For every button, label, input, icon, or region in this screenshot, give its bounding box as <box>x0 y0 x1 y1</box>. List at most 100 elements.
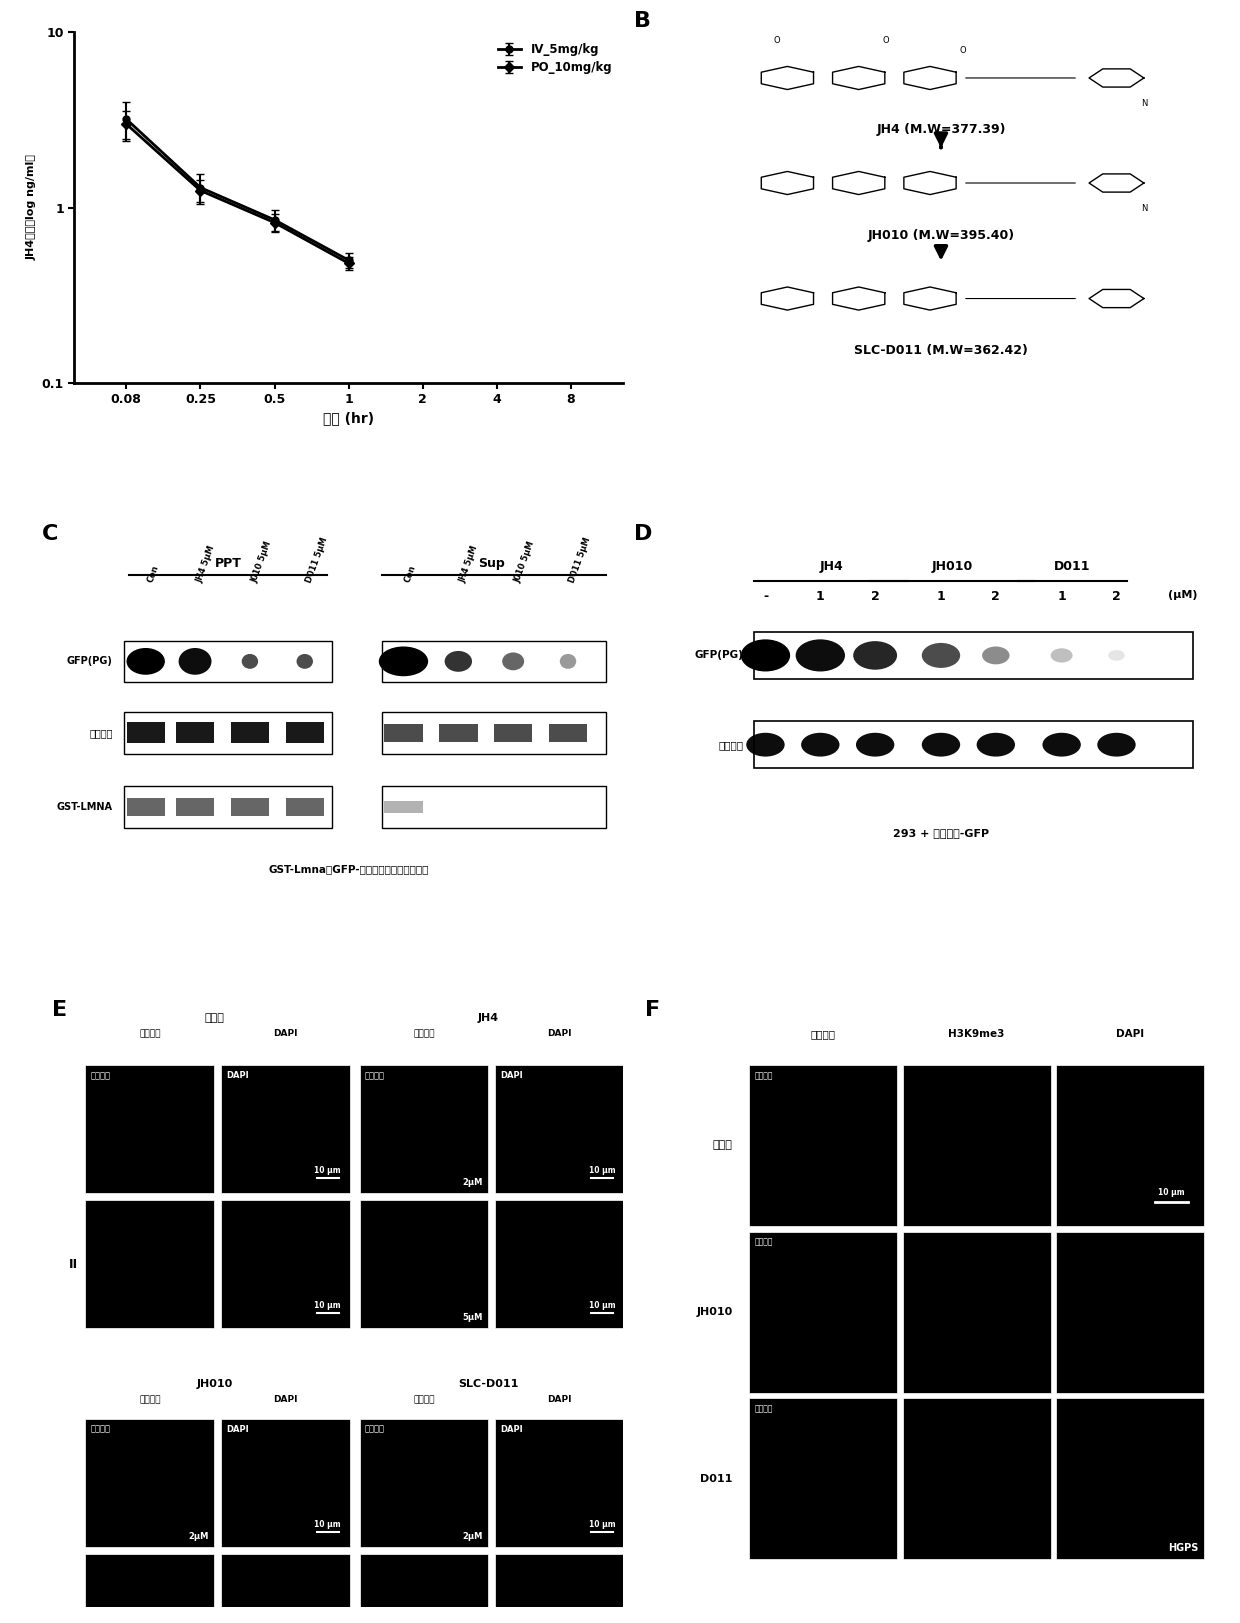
Text: 肌动蛋白: 肌动蛋白 <box>89 727 113 738</box>
Bar <box>384 724 423 742</box>
Text: D: D <box>634 524 652 544</box>
Text: 早老蛋白: 早老蛋白 <box>413 1394 435 1404</box>
Text: 早老蛋白: 早老蛋白 <box>754 1404 773 1414</box>
Bar <box>221 1419 350 1547</box>
Bar <box>1056 1232 1204 1393</box>
Y-axis label: JH4浓度（log ng/ml）: JH4浓度（log ng/ml） <box>26 154 36 260</box>
Text: DAPI: DAPI <box>547 1029 572 1039</box>
Text: J010 5μM: J010 5μM <box>513 540 537 584</box>
Text: B: B <box>634 11 651 31</box>
Text: JH4 5μM: JH4 5μM <box>195 544 217 584</box>
Text: GFP(PG): GFP(PG) <box>67 656 113 667</box>
Bar <box>360 1553 489 1623</box>
Text: 2: 2 <box>992 589 1001 604</box>
Ellipse shape <box>801 734 839 756</box>
Text: JH010: JH010 <box>196 1380 232 1389</box>
Text: 10 μm: 10 μm <box>589 1302 615 1310</box>
Text: 10 μm: 10 μm <box>315 1519 341 1529</box>
Bar <box>495 1201 624 1328</box>
X-axis label: 时间 (hr): 时间 (hr) <box>324 412 374 425</box>
Text: Con: Con <box>403 565 418 584</box>
Text: 2: 2 <box>870 589 879 604</box>
Text: Con: Con <box>146 565 160 584</box>
Text: JH4 5μM: JH4 5μM <box>459 544 480 584</box>
Text: 10 μm: 10 μm <box>589 1167 615 1175</box>
Text: D011: D011 <box>701 1474 733 1483</box>
Text: 1: 1 <box>816 589 825 604</box>
Ellipse shape <box>746 734 785 756</box>
Bar <box>231 799 269 816</box>
Text: Ⅱ: Ⅱ <box>69 1258 77 1271</box>
Bar <box>495 1419 624 1547</box>
Text: 2μM: 2μM <box>188 1532 208 1540</box>
Ellipse shape <box>179 648 212 675</box>
Bar <box>360 1201 489 1328</box>
Bar <box>176 722 215 743</box>
Ellipse shape <box>126 648 165 675</box>
Ellipse shape <box>921 734 960 756</box>
Text: N: N <box>1141 204 1147 213</box>
Bar <box>382 641 606 682</box>
Bar <box>711 268 1177 329</box>
Text: O: O <box>883 36 889 45</box>
Ellipse shape <box>502 652 525 670</box>
Text: H3K9me3: H3K9me3 <box>949 1029 1004 1039</box>
Text: 2μM: 2μM <box>463 1178 484 1186</box>
Bar <box>285 722 324 743</box>
Bar <box>384 802 423 813</box>
Ellipse shape <box>977 734 1016 756</box>
Ellipse shape <box>1043 734 1081 756</box>
Text: DAPI: DAPI <box>501 1071 523 1081</box>
Text: 对照组: 对照组 <box>205 1013 224 1024</box>
Text: 早老蛋白: 早老蛋白 <box>91 1425 110 1433</box>
Bar <box>124 712 332 753</box>
Text: SLC-D011: SLC-D011 <box>459 1380 518 1389</box>
Text: 早老蛋白: 早老蛋白 <box>365 1425 386 1433</box>
Text: DAPI: DAPI <box>273 1394 298 1404</box>
Text: 293 + 早老蛋白-GFP: 293 + 早老蛋白-GFP <box>893 828 990 837</box>
Bar <box>754 721 1193 769</box>
Bar <box>903 1232 1050 1393</box>
Ellipse shape <box>242 654 258 669</box>
Bar <box>221 1065 350 1193</box>
Text: SLC-D011 (M.W=362.42): SLC-D011 (M.W=362.42) <box>854 344 1028 357</box>
Text: DAPI: DAPI <box>227 1425 249 1433</box>
Bar <box>285 799 324 816</box>
Text: 1: 1 <box>936 589 945 604</box>
Ellipse shape <box>1097 734 1136 756</box>
Text: 早老蛋白: 早老蛋白 <box>754 1071 773 1081</box>
Ellipse shape <box>982 646 1009 664</box>
Text: DAPI: DAPI <box>501 1425 523 1433</box>
Text: DAPI: DAPI <box>227 1071 249 1081</box>
Text: HGPS: HGPS <box>1168 1543 1199 1553</box>
Bar <box>711 47 1177 109</box>
Bar <box>754 631 1193 678</box>
Text: 10 μm: 10 μm <box>589 1519 615 1529</box>
Ellipse shape <box>740 639 790 672</box>
Bar <box>86 1201 215 1328</box>
Text: 2μM: 2μM <box>463 1532 484 1540</box>
Text: JH010: JH010 <box>697 1307 733 1318</box>
Text: DAPI: DAPI <box>273 1029 298 1039</box>
Legend: IV_5mg/kg, PO_10mg/kg: IV_5mg/kg, PO_10mg/kg <box>492 39 618 78</box>
Bar <box>86 1065 215 1193</box>
Bar <box>1056 1399 1204 1560</box>
Ellipse shape <box>445 651 472 672</box>
Text: -: - <box>763 589 768 604</box>
Text: JH010: JH010 <box>931 560 972 573</box>
Text: 早老蛋白: 早老蛋白 <box>139 1029 160 1039</box>
Text: 早老蛋白: 早老蛋白 <box>365 1071 386 1081</box>
Ellipse shape <box>796 639 844 672</box>
Ellipse shape <box>921 643 960 669</box>
Bar <box>126 722 165 743</box>
Text: 肌动蛋白: 肌动蛋白 <box>718 740 744 750</box>
Text: 10 μm: 10 μm <box>1158 1188 1184 1198</box>
Text: N: N <box>1141 99 1147 109</box>
Text: 早老蛋白: 早老蛋白 <box>413 1029 435 1039</box>
Bar <box>231 722 269 743</box>
Text: 早老蛋白: 早老蛋白 <box>91 1071 110 1081</box>
Bar <box>494 724 532 742</box>
Text: 早老蛋白: 早老蛋白 <box>811 1029 836 1039</box>
Text: 2: 2 <box>1112 589 1121 604</box>
Text: C: C <box>41 524 58 544</box>
